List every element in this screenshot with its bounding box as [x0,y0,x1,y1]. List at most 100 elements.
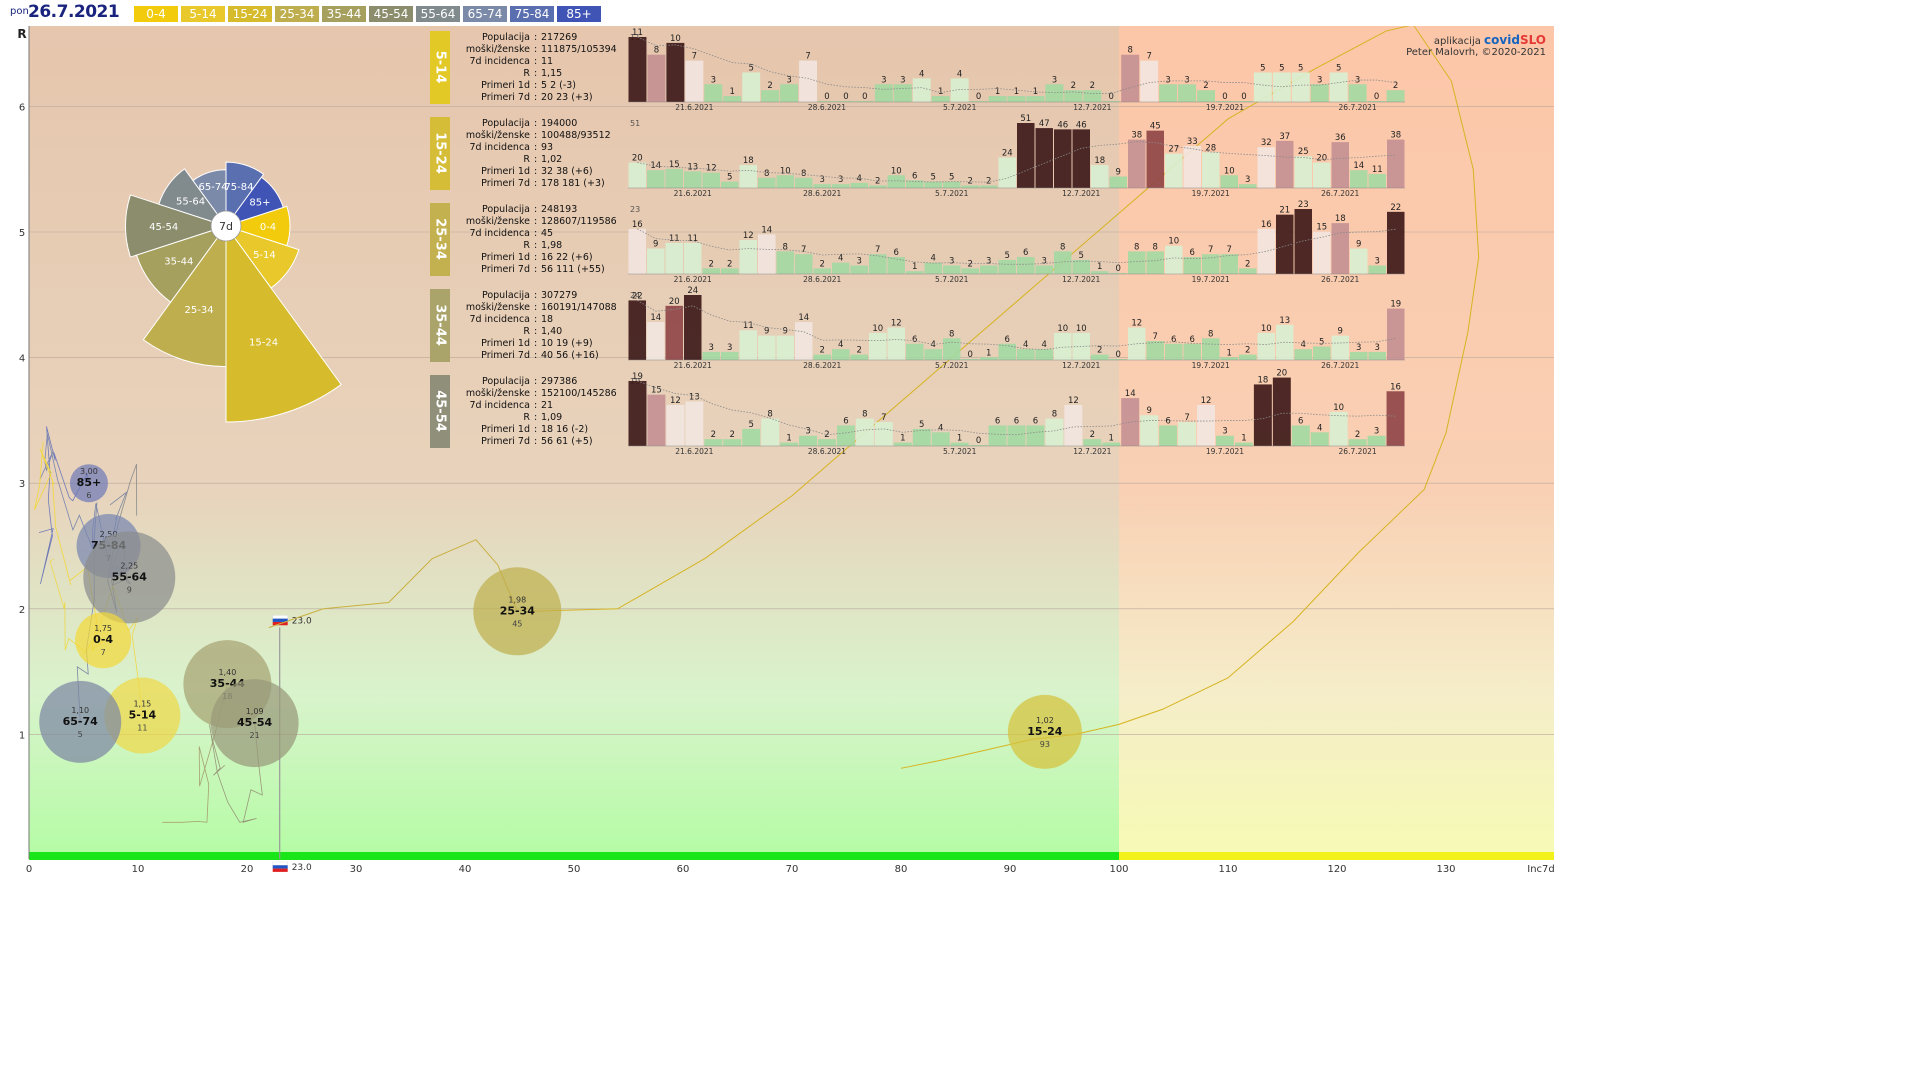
bubble-r-value: 1,15 [133,700,151,709]
panel-bar [1026,425,1045,446]
panel-info-sep: : [534,314,537,325]
panel-bar-value: 10 [872,324,883,334]
panel-bar-value: 0 [1116,350,1121,360]
bubble-label: 25-34 [500,604,536,617]
panel-bar-value: 36 [1335,133,1346,143]
panel-bar [1064,404,1083,446]
bubble-r-value: 2,25 [120,561,138,570]
bubble-label: 5-14 [129,709,157,722]
panel-info-value: 21 [541,400,553,411]
x-tick-label: 90 [1004,864,1017,875]
bubble-incidence: 45 [512,619,522,628]
pie-slice-label: 55-64 [176,196,205,207]
panel-info-value: 111875/105394 [541,44,617,55]
panel-bar [1291,425,1310,446]
panel-bar [950,442,969,446]
panel-date-tick: 12.7.2021 [1062,275,1100,284]
panel-bar-value: 6 [1014,416,1019,426]
panel-bar-value: 1 [786,434,791,444]
panel-bar [684,242,702,274]
axis-band-yellow [1119,852,1554,860]
panel-bar [1202,338,1220,360]
x-tick-label: 70 [786,864,799,875]
panel-date-tick: 28.6.2021 [808,447,846,456]
panel-bar [1197,90,1215,102]
panel-info-sep: : [534,118,537,129]
panel-bar [1257,228,1275,274]
panel-bar [906,271,924,274]
panel-bar [739,330,757,360]
panel-bar-value: 2 [875,176,880,186]
x-tick-label: 110 [1218,864,1237,875]
flag-stripe-red [272,868,288,872]
panel-bar-value: 7 [1208,245,1213,255]
panel-bar-value: 11 [669,234,680,244]
panel-bar [887,175,905,188]
panel-bar-value: 1 [995,87,1000,97]
panel-info-value: 1,15 [541,68,562,79]
panel-bar-value: 47 [1039,119,1050,129]
panel-info-value: 248193 [541,204,577,215]
panel-info-sep: : [534,240,537,251]
bubble-circle [83,531,176,624]
panel-bar [1017,257,1035,274]
panel-info-sep: : [534,376,537,387]
panel-bar [1159,84,1178,102]
trajectory-85+ [39,426,90,585]
panel-bar-value: 0 [862,92,867,102]
panel-bar-value: 2 [1090,81,1095,91]
bubble-label: 15-24 [1027,725,1063,738]
panel-bar-value: 4 [931,254,936,264]
bubble-r-value: 1,10 [71,706,89,715]
panel-bar-value: 2 [820,346,825,356]
panel-bar [855,418,874,446]
panel-date-tick: 5.7.2021 [935,361,969,370]
flag-stripe-blue [272,865,288,869]
panel-bar-value: 20 [669,297,680,307]
panel-bar-value: 14 [650,313,661,323]
pie-slice-25-34: 25-34 [142,224,227,368]
panel-bar-value: 3 [1317,75,1322,85]
x-tick-label: 10 [132,864,145,875]
panel-bar [628,381,647,446]
x-tick-label: 120 [1327,864,1346,875]
bubble-incidence: 9 [127,585,132,594]
panel-bar-value: 38 [1131,131,1142,141]
panel-date-tick: 26.7.2021 [1321,275,1359,284]
panel-info-key: moški/ženske [466,216,530,227]
panel-bar [1202,152,1220,188]
panel-title: 25-34 [433,218,448,260]
panel-bar-value: 13 [689,393,700,403]
panel-bar-value: 12 [1068,396,1079,406]
panel-bar [887,327,905,360]
panel-bar [1035,349,1053,360]
panel-bar-value: 3 [1375,343,1380,353]
panel-bar [1215,435,1234,446]
panel-bar-value: 2 [820,259,825,269]
panel-bar [1054,129,1072,188]
panel-average-line [637,36,1396,94]
panel-bar-value: 5 [1005,251,1010,261]
panel-info-key: Primeri 1d [481,338,530,349]
panel-bar-value: 7 [801,245,806,255]
panel-bar-value: 16 [632,220,643,230]
bubble-circle [75,612,132,669]
panel-bar [906,180,924,188]
trajectory-15-24 [530,24,1480,769]
panel-info-key: R [523,326,530,337]
panel-bar [647,54,666,102]
panel-bar-value: 6 [1005,335,1010,345]
panel-date-tick: 19.7.2021 [1206,447,1244,456]
panel-bar [1035,128,1053,188]
panel-bar-value: 7 [1146,52,1151,62]
panel-date-tick: 26.7.2021 [1339,447,1377,456]
panel-info-value: 152100/145286 [541,388,617,399]
panel-bar [1387,139,1405,188]
panel-bar [1257,147,1275,188]
panel-bar [776,335,794,360]
x-tick-label: 0 [26,864,32,875]
panel-bar-value: 21 [1279,206,1290,216]
legend-item-15-24: 15-24 [228,6,272,22]
panel-date-tick: 28.6.2021 [808,103,846,112]
panel-info-sep: : [534,178,537,189]
